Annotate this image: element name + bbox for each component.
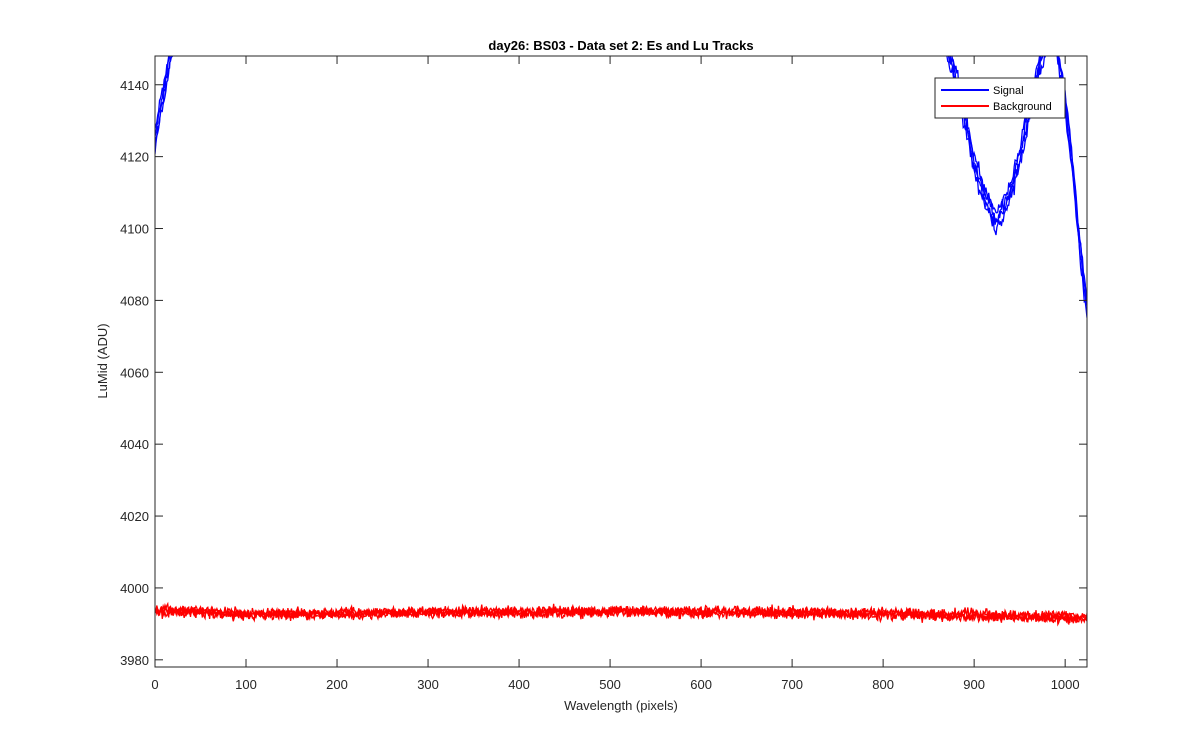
series-signal-track-2-seg-1 [155, 56, 171, 152]
x-tick-label: 700 [781, 677, 803, 692]
x-tick-label: 900 [963, 677, 985, 692]
legend: Signal Background [934, 77, 1066, 119]
x-axis-label: Wavelength (pixels) [564, 698, 678, 713]
x-tick-label: 600 [690, 677, 712, 692]
y-axis-label: LuMid (ADU) [95, 323, 110, 398]
y-tick-label: 4120 [120, 150, 149, 165]
plot-area [155, 56, 1087, 667]
chart-title: day26: BS03 - Data set 2: Es and Lu Trac… [488, 38, 753, 53]
y-axis: 3980 4000 4020 4040 4060 4080 4100 4120 4140 [120, 78, 1087, 668]
series-background-track-4 [155, 601, 1087, 622]
x-axis: 0 100 200 300 400 500 600 700 800 900 1000 [151, 56, 1080, 692]
x-tick-label: 0 [151, 677, 158, 692]
x-tick-label: 800 [872, 677, 894, 692]
y-tick-label: 4040 [120, 437, 149, 452]
legend-entry-background: Background [993, 101, 1052, 113]
x-tick-label: 300 [417, 677, 439, 692]
x-tick-label: 500 [599, 677, 621, 692]
plot-frame [154, 55, 1088, 668]
y-tick-label: 4100 [120, 222, 149, 237]
y-tick-label: 4020 [120, 509, 149, 524]
y-tick-label: 4140 [120, 78, 149, 93]
y-tick-label: 4080 [120, 293, 149, 308]
y-tick-label: 3980 [120, 653, 149, 668]
legend-box [934, 77, 1066, 119]
x-tick-label: 1000 [1051, 677, 1080, 692]
data-layer [155, 56, 1087, 627]
x-tick-label: 400 [508, 677, 530, 692]
y-tick-label: 4000 [120, 581, 149, 596]
legend-entry-signal: Signal [993, 85, 1024, 97]
x-tick-label: 100 [235, 677, 257, 692]
x-tick-label: 200 [326, 677, 348, 692]
y-tick-label: 4060 [120, 365, 149, 380]
series-signal-track-4-seg-1 [155, 56, 170, 129]
